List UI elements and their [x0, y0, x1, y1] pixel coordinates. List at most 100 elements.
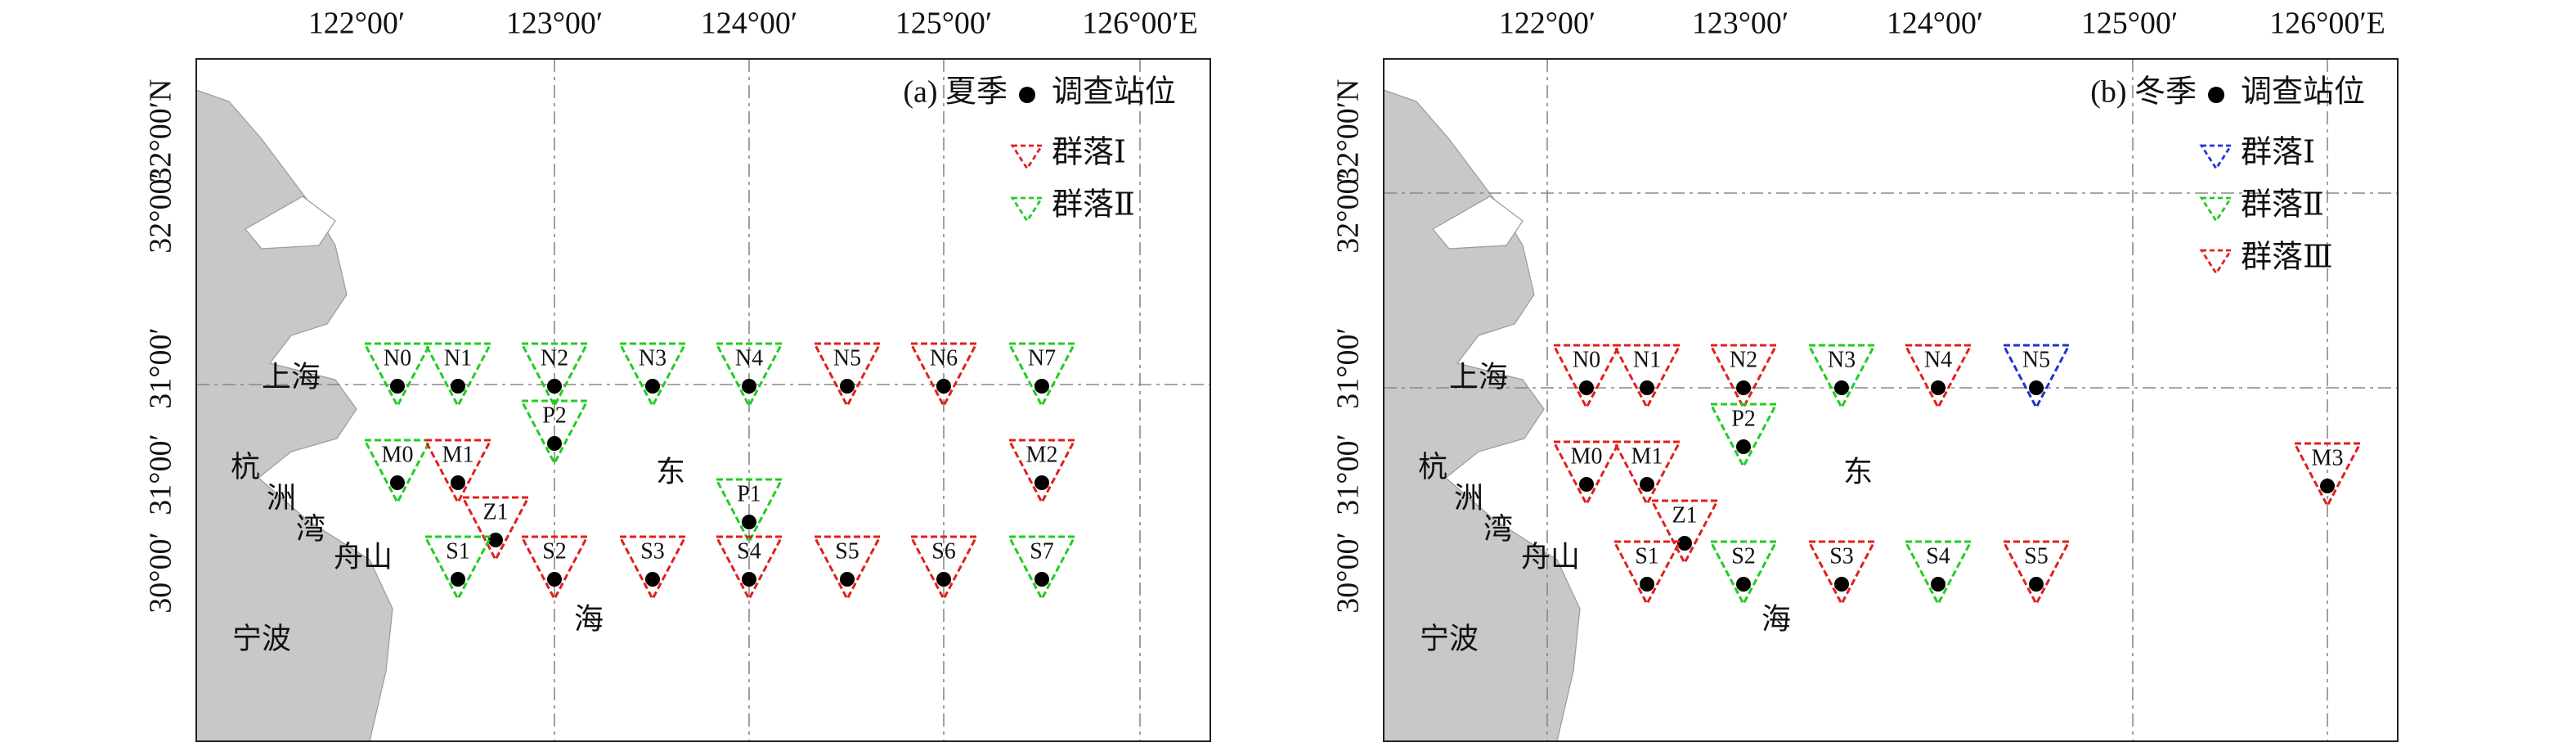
station-label: Z1 [482, 499, 508, 524]
station-dot [1640, 477, 1654, 492]
station-community [909, 342, 979, 409]
station-label: N1 [1633, 347, 1661, 372]
station-label: S3 [1829, 543, 1854, 569]
island [294, 335, 311, 352]
station-dot [547, 572, 562, 587]
left-tick-label: 32°00′ [144, 172, 178, 254]
station-community [1806, 344, 1877, 411]
station-label: S7 [1030, 538, 1054, 564]
station-label: N5 [833, 345, 861, 371]
station-label: N3 [639, 345, 666, 371]
station-dot [451, 379, 465, 394]
top-tick-label: 123°00′ [1692, 7, 1789, 41]
top-tick-label: 124°00′ [701, 7, 798, 41]
top-tick-label: 126°00′E [2269, 7, 2385, 41]
station-community [1612, 344, 1682, 411]
station-label: P1 [737, 481, 761, 506]
place-name: 杭 [231, 450, 260, 483]
station-dot [1931, 577, 1945, 592]
station-community [460, 496, 531, 563]
station-label: S6 [931, 538, 956, 564]
station-label: N1 [444, 345, 472, 371]
legend-symbol [2199, 196, 2233, 223]
station-dot [547, 379, 562, 394]
station-community [1903, 540, 1973, 607]
island [1482, 335, 1498, 352]
station-dot [1834, 380, 1849, 395]
station-dot [1034, 475, 1049, 490]
station-dot [840, 572, 855, 587]
top-tick-label: 125°00′ [2081, 7, 2179, 41]
station-dot [1736, 577, 1751, 592]
legend-label: 群落Ⅰ [2241, 136, 2315, 170]
station-community [1708, 344, 1779, 411]
legend-label: 群落Ⅰ [1052, 136, 1126, 170]
legend-symbol [2199, 144, 2233, 171]
station-dot [2029, 380, 2044, 395]
station-dot [1640, 577, 1654, 592]
legend-symbol [2199, 249, 2233, 276]
place-name: 上海 [1449, 360, 1508, 393]
station-dot [2320, 479, 2335, 493]
legend-label: 群落Ⅲ [2241, 241, 2333, 275]
station-dot [1736, 439, 1751, 454]
station-community [423, 439, 493, 506]
station-dot [547, 436, 562, 451]
station-community [617, 342, 688, 409]
station-label: N0 [384, 345, 411, 371]
station-label: N7 [1028, 345, 1056, 371]
place-name: 杭 [1418, 450, 1447, 483]
station-label: S5 [2024, 543, 2049, 569]
station-dot [742, 379, 756, 394]
land [1383, 89, 1581, 742]
place-name: 洲 [267, 481, 296, 514]
station-dot [742, 572, 756, 587]
station-dot [1640, 380, 1654, 395]
station-dot [390, 475, 405, 490]
station-label: N2 [1730, 347, 1757, 372]
station-community [519, 535, 590, 602]
legend-symbol [1010, 196, 1044, 223]
top-tick-label: 126°00′E [1082, 7, 1198, 41]
station-label: S4 [1926, 543, 1950, 569]
station-community [909, 535, 979, 602]
station-community [714, 342, 784, 409]
station-label: S1 [1635, 543, 1659, 569]
top-tick-label: 122°00′ [308, 7, 406, 41]
station-community [1551, 344, 1622, 411]
station-label: N3 [1828, 347, 1856, 372]
station-community [617, 535, 688, 602]
panel-label: (b) 冬季 [2090, 75, 2197, 110]
station-community [2001, 540, 2071, 607]
station-dot [1834, 577, 1849, 592]
place-name: 洲 [1454, 481, 1483, 514]
station-dot [645, 379, 660, 394]
place-name: 湾 [296, 512, 325, 545]
station-dot [1579, 380, 1594, 395]
station-community [519, 342, 590, 409]
legend-label: 调查站位 [2241, 75, 2365, 110]
place-name: 宁波 [232, 622, 291, 655]
place-name: 海 [1761, 602, 1791, 635]
place-name: 海 [574, 602, 604, 635]
legend-dot [1019, 87, 1035, 103]
station-label: N4 [1924, 347, 1952, 372]
island [1432, 196, 1524, 250]
station-community [714, 478, 784, 545]
left-tick-label: 31°00′ [1331, 434, 1366, 515]
station-dot [840, 379, 855, 394]
station-community [423, 342, 493, 409]
station-label: S3 [640, 538, 665, 564]
place-name: 湾 [1483, 512, 1513, 545]
left-tick-label: 31°00′ [144, 434, 178, 515]
station-dot [1579, 477, 1594, 492]
place-name: 宁波 [1420, 622, 1479, 655]
station-community [2001, 344, 2071, 411]
legend-dot [2208, 87, 2224, 103]
station-label: N5 [2022, 347, 2050, 372]
station-community [1806, 540, 1877, 607]
station-community [1708, 540, 1779, 607]
station-community [1708, 403, 1779, 470]
